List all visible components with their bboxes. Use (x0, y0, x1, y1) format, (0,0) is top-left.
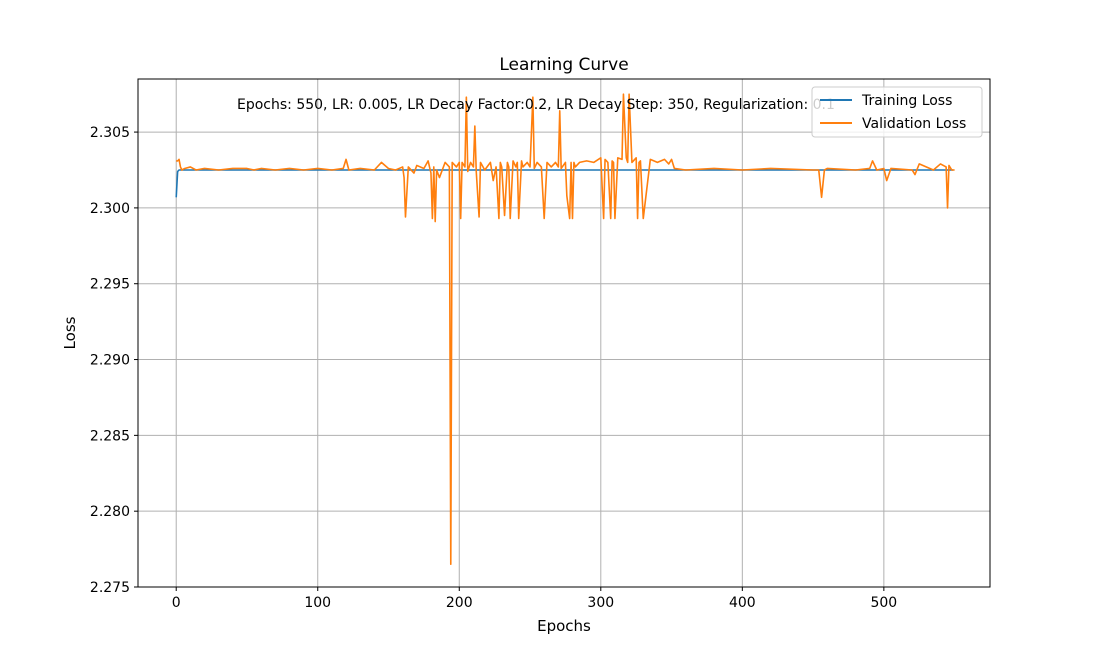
x-tick-label: 0 (172, 595, 181, 611)
legend-box (811, 86, 983, 138)
y-tick-label: 2.290 (90, 353, 130, 369)
legend: Training Loss Validation Loss (811, 86, 983, 138)
hyperparameter-annotation: Epochs: 550, LR: 0.005, LR Decay Factor:… (237, 97, 835, 113)
x-axis-label: Epochs (537, 617, 591, 635)
y-tick-label: 2.285 (90, 428, 130, 444)
series-lines (175, 93, 955, 566)
x-tick-label: 400 (729, 595, 756, 611)
y-axis-label: Loss (61, 316, 79, 349)
y-tick-label: 2.305 (90, 125, 130, 141)
x-tick-label: 200 (446, 595, 473, 611)
legend-entry: Validation Loss (862, 116, 966, 132)
ticks: 0 100 200 300 400 500 2.275 2.280 2.285 2.290 2.29… (90, 125, 897, 611)
x-tick-label: 100 (304, 595, 331, 611)
legend-entry: Training Loss (861, 93, 952, 109)
y-tick-label: 2.300 (90, 201, 130, 217)
y-tick-label: 2.275 (90, 580, 130, 596)
chart-title: Learning Curve (499, 55, 628, 75)
y-tick-label: 2.295 (90, 277, 130, 293)
x-tick-label: 300 (587, 595, 614, 611)
series-line-validation-loss (176, 93, 955, 566)
y-tick-label: 2.280 (90, 504, 130, 520)
x-tick-label: 500 (870, 595, 897, 611)
plot-frame (137, 78, 991, 588)
